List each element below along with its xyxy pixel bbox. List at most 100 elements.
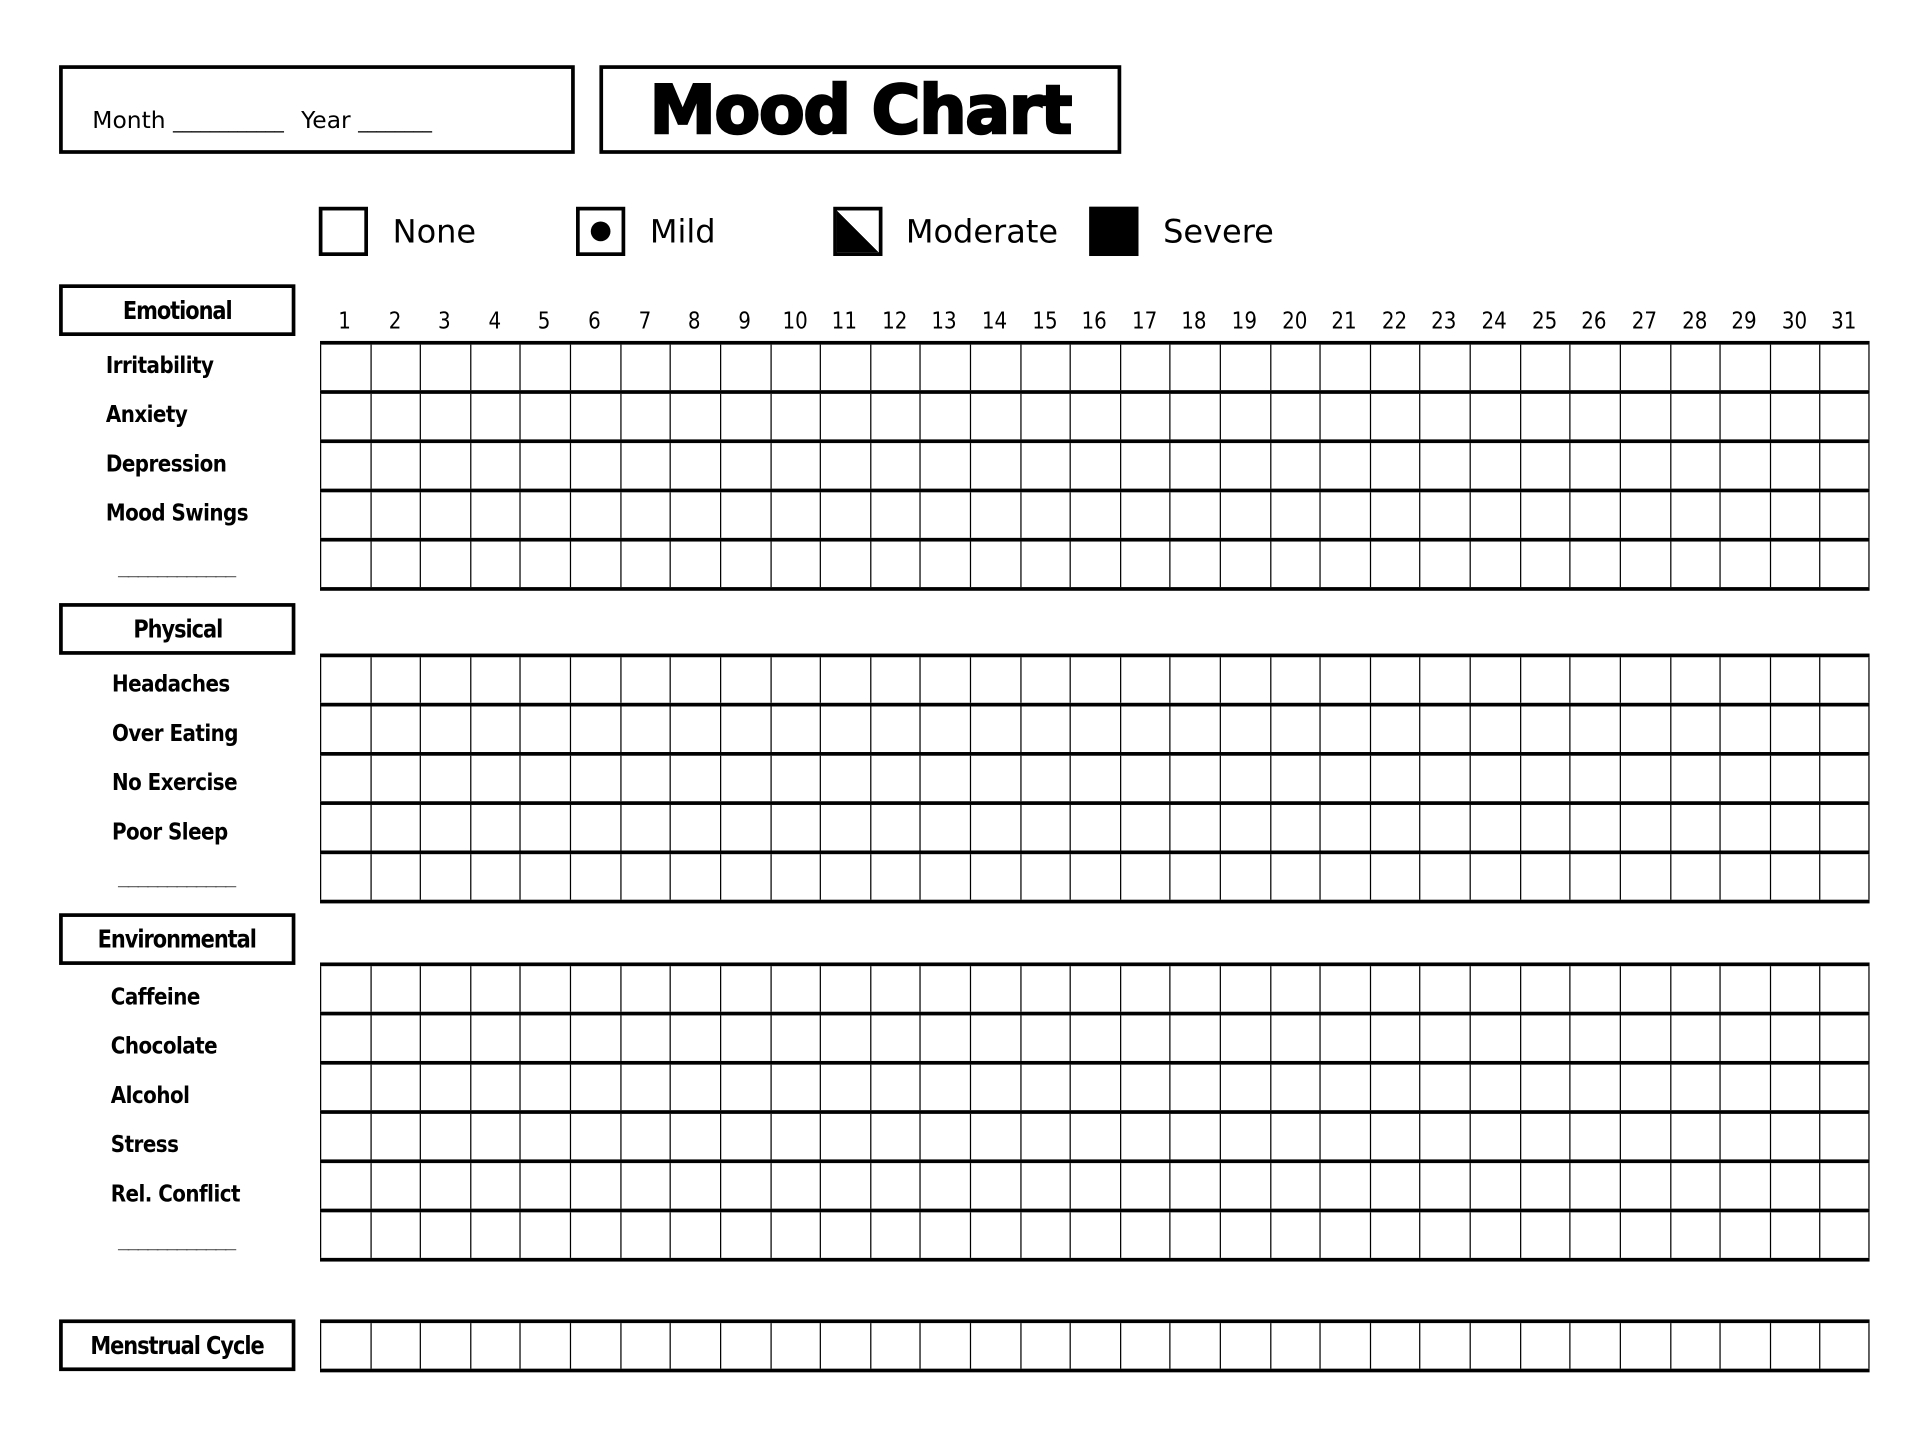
day-cell[interactable] [1419,1163,1470,1209]
day-cell[interactable] [819,966,870,1012]
day-cell[interactable] [769,393,820,440]
day-cell[interactable] [1819,393,1870,440]
day-cell[interactable] [1619,344,1670,391]
day-cell[interactable] [1269,492,1320,538]
day-cell[interactable] [469,1212,520,1258]
day-cell[interactable] [1469,657,1520,703]
day-cell[interactable] [1569,393,1620,440]
day-cell[interactable] [1769,966,1820,1012]
day-cell[interactable] [1269,706,1320,753]
day-cell[interactable] [1369,755,1420,802]
day-cell[interactable] [1019,1015,1070,1061]
day-cell[interactable] [819,492,870,538]
day-cell[interactable] [320,804,370,851]
day-cell[interactable] [1219,706,1270,753]
day-cell[interactable] [1269,443,1320,489]
day-cell[interactable] [1819,344,1870,391]
day-cell[interactable] [1769,755,1820,802]
day-cell[interactable] [1719,541,1770,588]
day-cell[interactable] [819,706,870,753]
day-cell[interactable] [419,804,470,851]
day-cell[interactable] [1269,1163,1320,1209]
day-cell[interactable] [969,1064,1020,1111]
day-cell[interactable] [1769,657,1820,703]
day-cell[interactable] [469,541,520,588]
day-cell[interactable] [819,1323,870,1369]
day-cell[interactable] [1069,657,1120,703]
day-cell[interactable] [1619,854,1670,900]
day-cell[interactable] [419,657,470,703]
day-cell[interactable] [1619,755,1670,802]
day-cell[interactable] [569,966,620,1012]
day-cell[interactable] [1819,755,1870,802]
day-cell[interactable] [1619,1015,1670,1061]
day-cell[interactable] [669,755,720,802]
day-cell[interactable] [1819,966,1870,1012]
day-cell[interactable] [569,1323,620,1369]
day-cell[interactable] [519,344,570,391]
day-cell[interactable] [1469,755,1520,802]
day-cell[interactable] [1719,854,1770,900]
day-cell[interactable] [719,492,770,538]
day-cell[interactable] [919,966,970,1012]
day-cell[interactable] [869,443,920,489]
day-cell[interactable] [1019,1163,1070,1209]
day-cell[interactable] [1669,344,1720,391]
day-cell[interactable] [1519,1064,1570,1111]
day-cell[interactable] [1269,755,1320,802]
day-cell[interactable] [1069,492,1120,538]
day-cell[interactable] [819,541,870,588]
day-cell[interactable] [719,1323,770,1369]
day-cell[interactable] [769,344,820,391]
day-cell[interactable] [1669,966,1720,1012]
day-cell[interactable] [1769,1323,1820,1369]
day-cell[interactable] [919,1212,970,1258]
day-cell[interactable] [1219,755,1270,802]
day-cell[interactable] [320,492,370,538]
day-cell[interactable] [1069,966,1120,1012]
day-cell[interactable] [1219,804,1270,851]
day-cell[interactable] [1669,1163,1720,1209]
day-cell[interactable] [369,492,420,538]
day-cell[interactable] [320,1163,370,1209]
day-cell[interactable] [1319,541,1370,588]
day-cell[interactable] [669,1113,720,1160]
day-cell[interactable] [819,344,870,391]
day-cell[interactable] [769,966,820,1012]
day-cell[interactable] [919,1113,970,1160]
day-cell[interactable] [1719,1212,1770,1258]
day-cell[interactable] [769,1323,820,1369]
day-cell[interactable] [320,1064,370,1111]
day-cell[interactable] [1219,657,1270,703]
day-cell[interactable] [1069,706,1120,753]
day-cell[interactable] [669,804,720,851]
day-cell[interactable] [619,1015,670,1061]
day-cell[interactable] [919,854,970,900]
day-cell[interactable] [1169,344,1220,391]
day-cell[interactable] [569,706,620,753]
day-cell[interactable] [1569,706,1620,753]
day-cell[interactable] [320,966,370,1012]
day-cell[interactable] [719,966,770,1012]
day-cell[interactable] [1119,492,1170,538]
day-cell[interactable] [819,657,870,703]
day-cell[interactable] [1819,1212,1870,1258]
day-cell[interactable] [619,755,670,802]
day-cell[interactable] [1719,344,1770,391]
day-cell[interactable] [369,804,420,851]
day-cell[interactable] [1769,1064,1820,1111]
day-cell[interactable] [819,1113,870,1160]
day-cell[interactable] [320,706,370,753]
day-cell[interactable] [1819,854,1870,900]
day-cell[interactable] [669,1015,720,1061]
day-cell[interactable] [1219,1212,1270,1258]
day-cell[interactable] [469,804,520,851]
day-cell[interactable] [569,804,620,851]
day-cell[interactable] [1469,1323,1520,1369]
day-cell[interactable] [519,393,570,440]
day-cell[interactable] [1019,492,1070,538]
day-cell[interactable] [669,706,720,753]
day-cell[interactable] [919,1163,970,1209]
day-cell[interactable] [1569,1113,1620,1160]
day-cell[interactable] [1419,657,1470,703]
